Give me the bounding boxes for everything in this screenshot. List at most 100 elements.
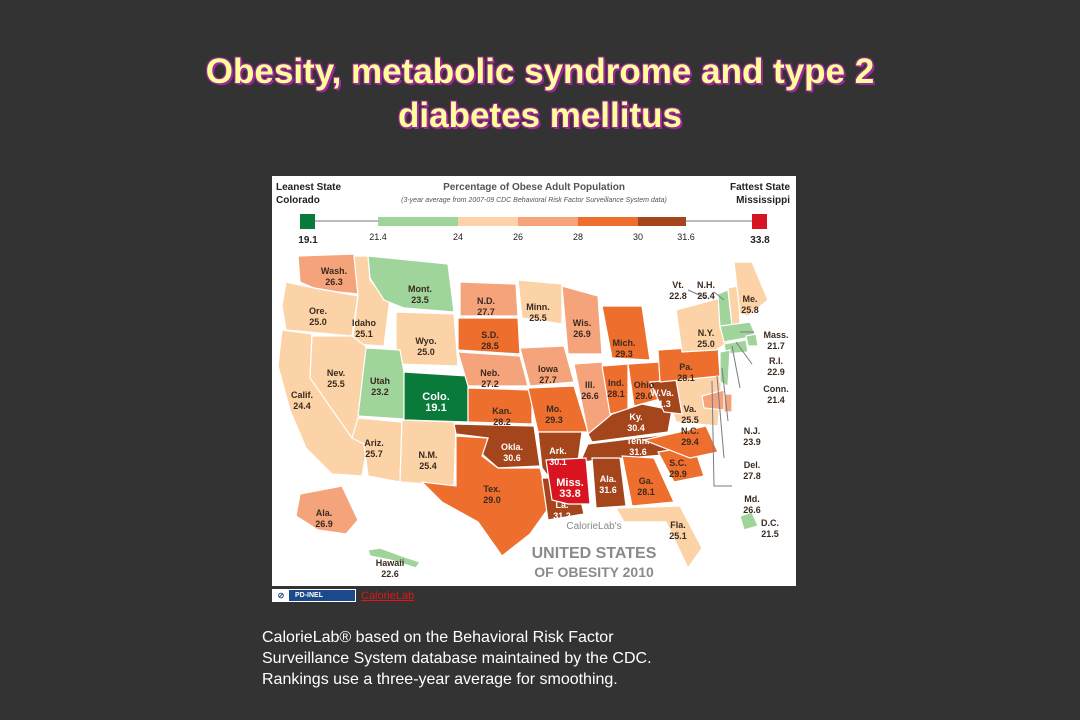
slide-title-line2: diabetes mellitus — [398, 96, 682, 135]
leader-line-ri — [735, 341, 753, 365]
state-name-label: Ohio — [634, 380, 655, 390]
legend-tick-label: 24 — [453, 232, 463, 242]
legend-leanest-value: 19.1 — [298, 235, 318, 246]
state-value-label: 25.7 — [365, 449, 383, 459]
state-shape-wis — [561, 285, 603, 355]
leader-line-md — [711, 380, 732, 487]
state-value-label: 19.1 — [425, 402, 446, 414]
state-value-label: 21.5 — [761, 529, 779, 539]
state-value-label: 28.5 — [481, 341, 499, 351]
state-value-label: 25.0 — [417, 347, 435, 357]
state-name-label: R.I. — [769, 356, 783, 366]
state-name-label: Nev. — [327, 368, 345, 378]
state-shape-fla — [614, 505, 703, 570]
license-badge[interactable]: ⊘ PD-INEL — [272, 589, 356, 602]
state-name-label: Mo. — [546, 404, 562, 414]
brand-line2: OF OBESITY 2010 — [534, 564, 654, 580]
state-name-label: Ind. — [608, 378, 624, 388]
state-shape-wyo — [395, 311, 459, 367]
slide-caption: CalorieLab® based on the Behavioral Risk… — [262, 627, 782, 690]
state-value-label: 28.1 — [677, 373, 695, 383]
state-shape-tex — [420, 435, 551, 557]
state-shape-sd — [457, 317, 521, 355]
state-name-label: Ark. — [549, 446, 567, 456]
state-shape-nj — [719, 349, 731, 387]
state-name-label: Va. — [683, 404, 696, 414]
state-name-label: Ga. — [639, 476, 654, 486]
obesity-map-card: Leanest State Colorado Percentage of Obe… — [272, 176, 796, 586]
state-value-label: 29.3 — [615, 349, 633, 359]
state-shape-kan — [467, 387, 533, 425]
state-shape-ri — [745, 333, 759, 347]
state-value-label: 25.0 — [697, 339, 715, 349]
state-labels-layer: Wash.26.3Ore.25.0Calif.24.4Idaho25.1Nev.… — [291, 266, 789, 579]
state-value-label: 28.1 — [637, 487, 655, 497]
map-subheading: (3-year average from 2007-09 CDC Behavio… — [401, 197, 667, 204]
state-name-label: Ill. — [585, 380, 595, 390]
state-name-label: Md. — [744, 494, 760, 504]
caption-line1: CalorieLab® based on the Behavioral Risk… — [262, 629, 614, 646]
legend-leanest-swatch — [300, 214, 315, 229]
legend-band-peach — [458, 217, 518, 226]
license-label: PD-INEL — [295, 592, 323, 599]
state-name-label: Neb. — [480, 368, 500, 378]
leader-line-vt — [687, 289, 707, 299]
state-value-label: 23.2 — [371, 387, 389, 397]
state-value-label: 31.6 — [629, 447, 647, 457]
state-value-label: 25.1 — [669, 531, 687, 541]
state-value-label: 30.4 — [627, 423, 645, 433]
state-name-label: Wash. — [321, 266, 347, 276]
calorielab-credit-link[interactable]: CalorieLab — [361, 589, 415, 602]
state-name-label: Wyo. — [415, 336, 436, 346]
public-domain-icon: ⊘ — [273, 590, 289, 601]
state-value-label: 26.9 — [315, 519, 333, 529]
state-name-label: Ky. — [629, 412, 642, 422]
state-name-label: Fla. — [670, 520, 686, 530]
state-value-label: 23.9 — [743, 437, 761, 447]
state-value-label: 30.6 — [503, 453, 521, 463]
state-name-label: N.M. — [419, 450, 438, 460]
brand-line1: UNITED STATES — [532, 545, 657, 562]
legend-fattest-value: 33.8 — [750, 235, 770, 246]
caption-line2: Surveillance System database maintained … — [262, 650, 652, 667]
state-name-label: Vt. — [672, 280, 684, 290]
state-name-label: Hawaii — [376, 558, 405, 568]
leader-line-nj — [721, 367, 729, 422]
state-value-label: 26.6 — [581, 391, 599, 401]
state-shape-nd — [459, 281, 519, 317]
state-name-label: Ala. — [600, 474, 617, 484]
state-value-label: 27.8 — [743, 471, 761, 481]
state-value-label: 24.4 — [293, 401, 311, 411]
state-value-label: 25.5 — [327, 379, 345, 389]
state-value-label: 31.6 — [599, 485, 617, 495]
state-value-label: 28.1 — [607, 389, 625, 399]
state-shape-mich — [601, 305, 651, 361]
legend-tick-label: 26 — [513, 232, 523, 242]
legend-color-bands — [378, 217, 686, 226]
state-name-label: Minn. — [526, 302, 550, 312]
state-value-label: 25.4 — [697, 291, 715, 301]
state-shape-ala — [591, 457, 627, 509]
state-name-label: Miss. — [556, 477, 584, 489]
state-shape-ala — [295, 485, 359, 535]
state-name-label: N.J. — [744, 426, 761, 436]
state-value-label: 30.1 — [549, 457, 567, 467]
state-value-label: 25.1 — [355, 329, 373, 339]
state-name-label: Tex. — [483, 484, 500, 494]
leader-line-del — [716, 375, 725, 459]
state-value-label: 21.7 — [767, 341, 785, 351]
state-value-label: 26.3 — [325, 277, 343, 287]
state-value-label: 26.9 — [573, 329, 591, 339]
state-shape-miss — [545, 457, 591, 505]
state-value-label: 27.7 — [477, 307, 495, 317]
state-name-label: W.Va. — [650, 388, 674, 398]
state-shape-neb — [457, 351, 529, 387]
state-name-label: Tenn. — [626, 436, 649, 446]
leader-line-nh — [713, 291, 725, 301]
state-value-label: 28.2 — [493, 417, 511, 427]
state-name-label: Pa. — [679, 362, 693, 372]
state-shape-nc — [641, 425, 719, 459]
brand-small: CalorieLab's — [566, 521, 621, 532]
states-layer — [277, 253, 769, 570]
state-shape-okla — [453, 423, 541, 469]
